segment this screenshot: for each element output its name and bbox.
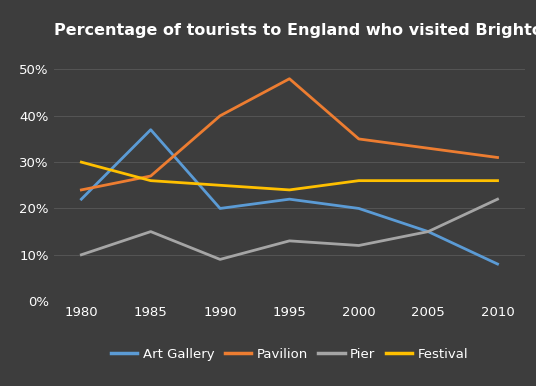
Pavilion — [355, 137, 362, 141]
Pavilion — [494, 155, 501, 160]
Pavilion — [425, 146, 431, 151]
Pier — [78, 252, 85, 257]
Pier — [425, 229, 431, 234]
Art Gallery — [286, 197, 293, 201]
Festival — [217, 183, 224, 188]
Festival — [355, 178, 362, 183]
Pavilion — [217, 113, 224, 118]
Line: Art Gallery: Art Gallery — [81, 130, 497, 264]
Line: Pier: Pier — [81, 199, 497, 259]
Pier — [355, 243, 362, 248]
Legend: Art Gallery, Pavilion, Pier, Festival: Art Gallery, Pavilion, Pier, Festival — [106, 342, 473, 366]
Pier — [494, 197, 501, 201]
Art Gallery — [147, 127, 154, 132]
Pier — [217, 257, 224, 262]
Art Gallery — [425, 229, 431, 234]
Line: Festival: Festival — [81, 162, 497, 190]
Art Gallery — [78, 197, 85, 201]
Festival — [286, 188, 293, 192]
Pier — [147, 229, 154, 234]
Pavilion — [78, 188, 85, 192]
Pavilion — [286, 76, 293, 81]
Art Gallery — [494, 262, 501, 266]
Pier — [286, 239, 293, 243]
Festival — [425, 178, 431, 183]
Pavilion — [147, 174, 154, 178]
Art Gallery — [217, 206, 224, 211]
Festival — [147, 178, 154, 183]
Festival — [494, 178, 501, 183]
Festival — [78, 160, 85, 164]
Text: Percentage of tourists to England who visited Brighton attractions: Percentage of tourists to England who vi… — [54, 23, 536, 38]
Art Gallery — [355, 206, 362, 211]
Line: Pavilion: Pavilion — [81, 79, 497, 190]
